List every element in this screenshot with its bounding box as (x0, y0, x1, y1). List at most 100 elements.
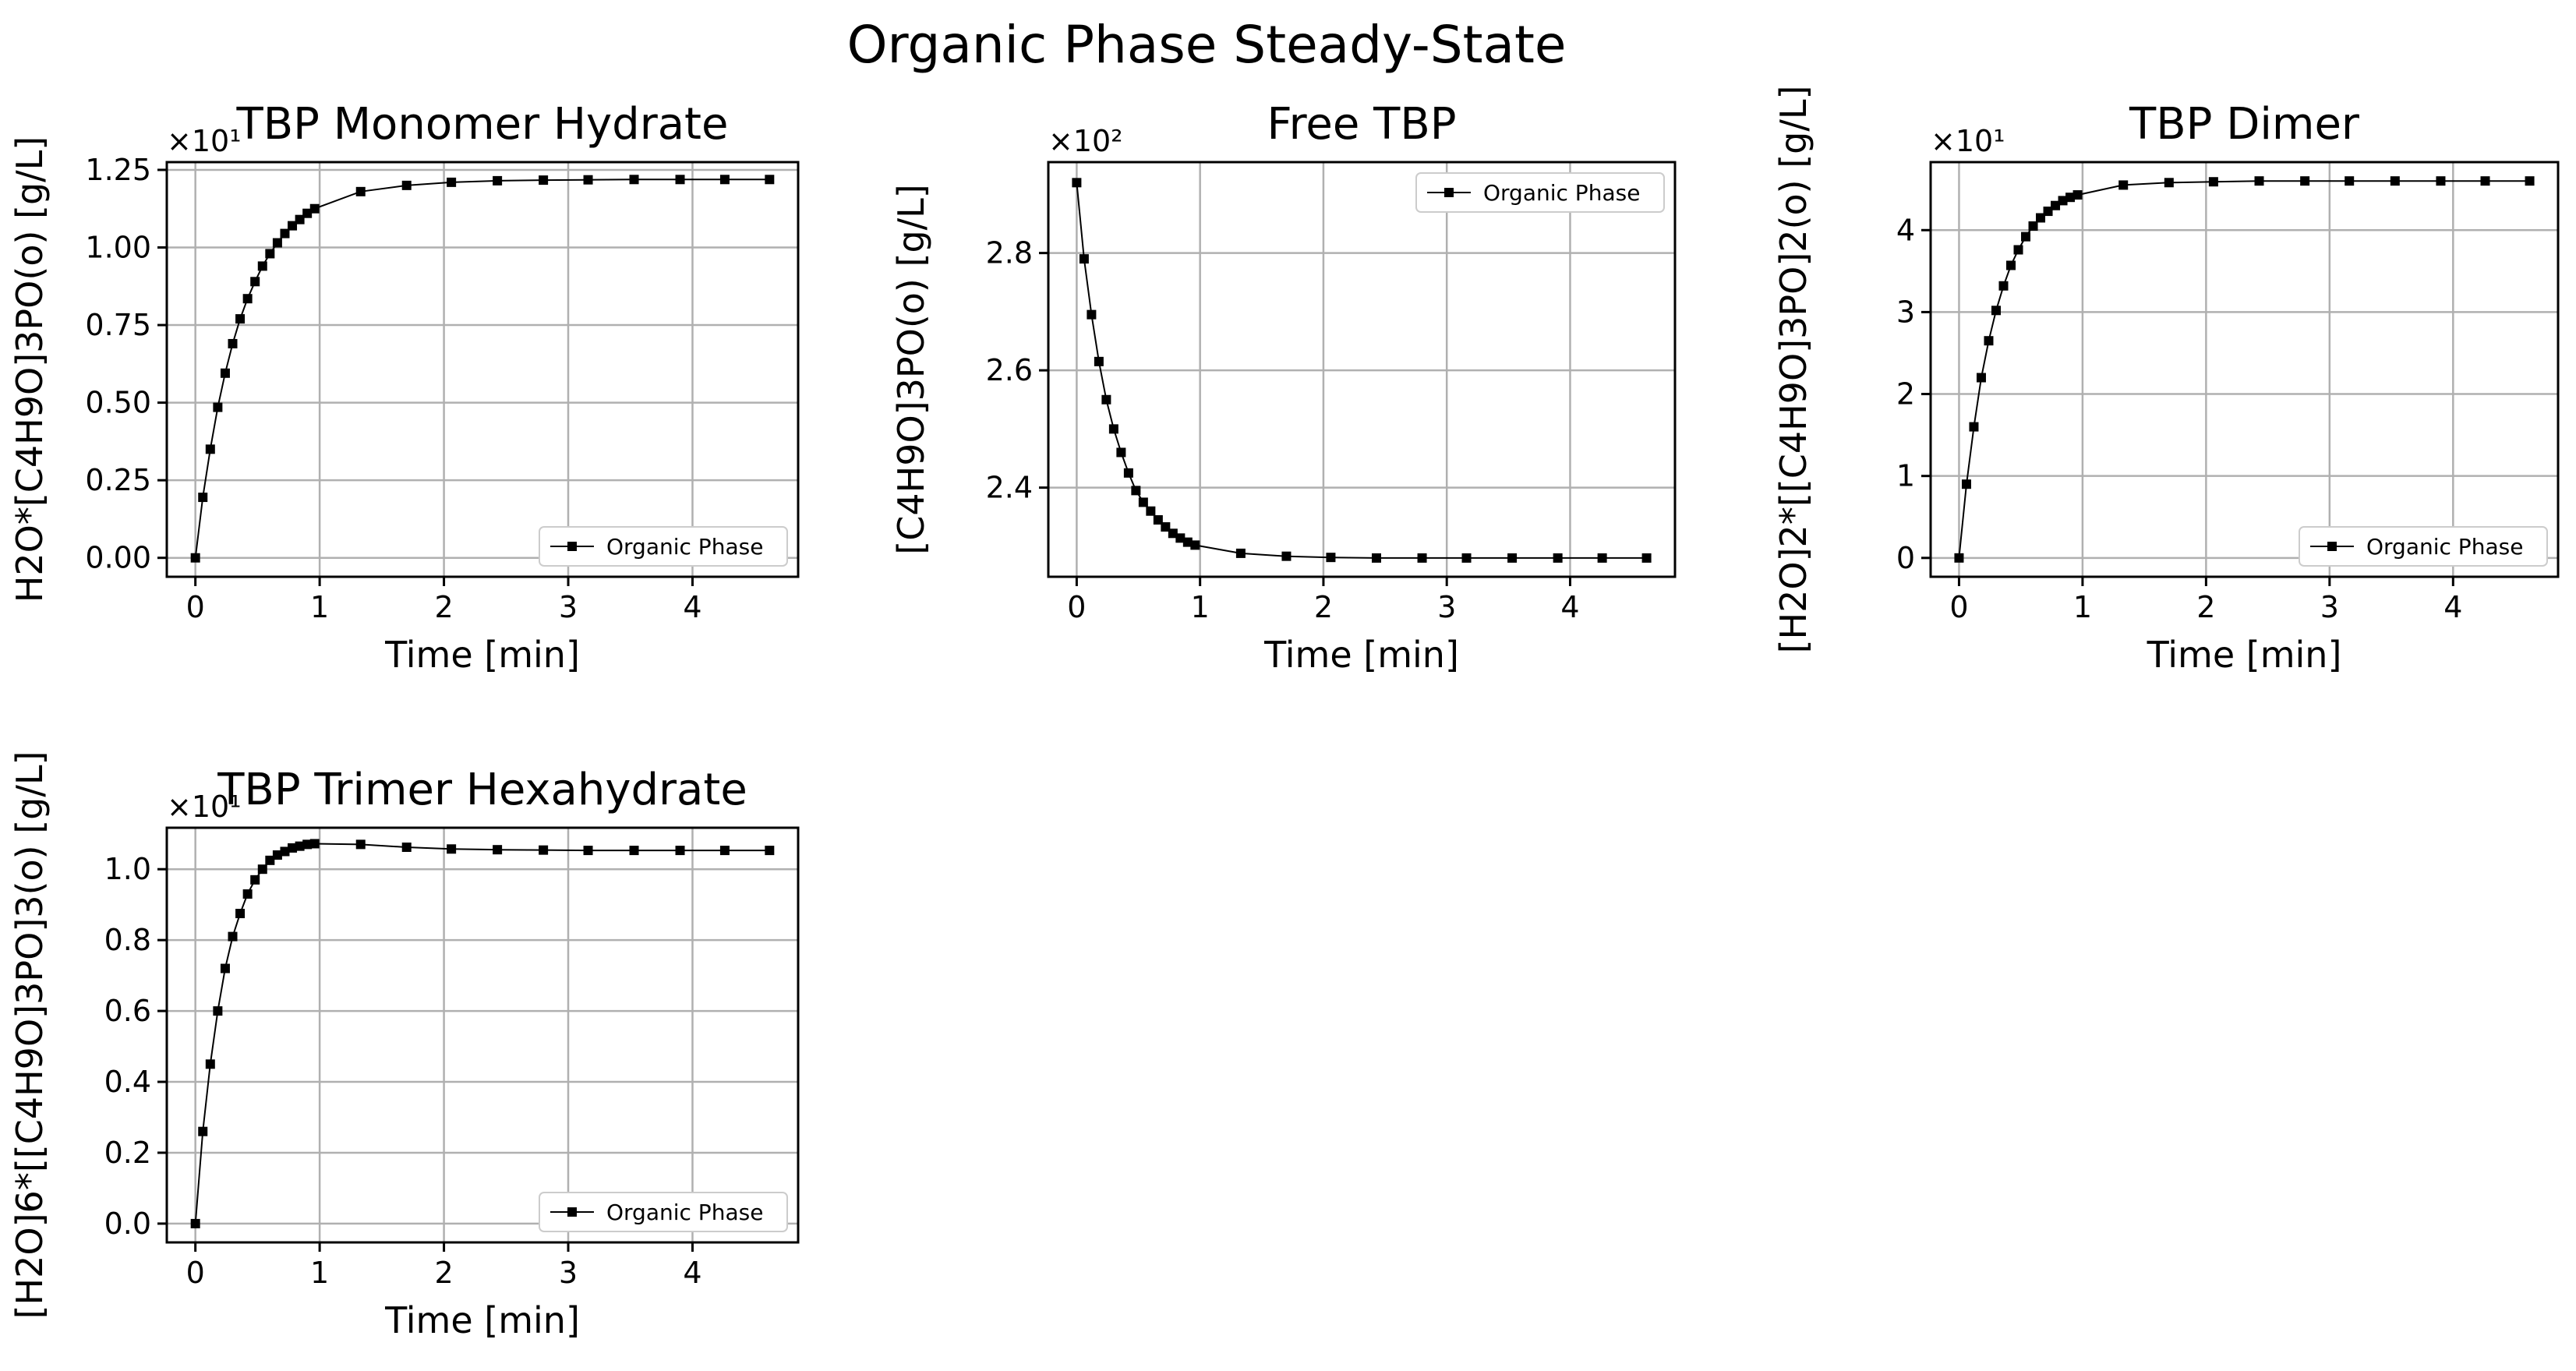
legend: Organic Phase (539, 526, 788, 567)
x-tick-label: 1 (1191, 590, 1210, 624)
y-axis-label: [C4H9O]3PO(o) [g/L] (890, 184, 932, 554)
y-tick-label: 0.50 (85, 386, 151, 420)
data-point (583, 175, 593, 185)
data-point (295, 214, 305, 224)
legend-label: Organic Phase (2366, 534, 2523, 560)
x-tick-label: 1 (310, 1256, 329, 1290)
y-tick-label: 0.00 (85, 541, 151, 575)
x-axis-label: Time [min] (384, 634, 580, 676)
legend: Organic Phase (539, 1192, 788, 1232)
subplot-title: TBP Monomer Hydrate (236, 99, 729, 150)
data-point (272, 850, 282, 860)
data-point (1984, 336, 1994, 346)
data-point (2390, 176, 2400, 186)
data-point (302, 839, 313, 850)
subplot-1: 0 1 2 3 4 0.00 0.25 0.50 0.75 1.00 1.25 Organic Pha… (9, 99, 800, 676)
x-tick-label: 2 (1314, 590, 1333, 624)
data-point (190, 1218, 200, 1228)
data-point (1175, 533, 1186, 543)
data-point (2058, 196, 2068, 206)
y-tick-label: 0.75 (85, 308, 151, 342)
data-point (1507, 553, 1518, 563)
data-point (629, 846, 639, 856)
legend-box (2299, 526, 2548, 567)
legend-marker (2327, 542, 2337, 551)
y-axis-label: [H2O]2*[[C4H9O]3PO]2(o) [g/L] (1772, 86, 1815, 654)
legend-marker (567, 1207, 577, 1217)
y-tick-label: 1.00 (85, 231, 151, 265)
subplot-title: TBP Trimer Hexahydrate (217, 765, 747, 815)
data-point (2072, 190, 2083, 200)
data-point (2300, 176, 2310, 186)
data-point (1146, 506, 1156, 516)
data-point (765, 846, 775, 856)
data-point (1553, 553, 1563, 563)
x-tick-label: 4 (2443, 590, 2462, 624)
data-point (1976, 373, 1986, 383)
data-point (2028, 221, 2038, 231)
data-point (257, 261, 267, 271)
data-point (1182, 537, 1193, 547)
y-tick-label: 3 (1896, 295, 1915, 329)
data-point (280, 228, 290, 239)
y-tick-label: 0.8 (104, 923, 151, 957)
y-tick-label: 1.25 (85, 153, 151, 187)
data-point (198, 493, 208, 503)
data-point (1079, 254, 1089, 264)
y-tick-label: 0.4 (104, 1065, 151, 1099)
data-point (250, 277, 260, 287)
data-point (447, 177, 457, 187)
x-tick-label: 0 (186, 1256, 205, 1290)
data-point (2254, 176, 2264, 186)
y-tick-label: 4 (1896, 213, 1915, 247)
subplot-2: 0 1 2 3 4 2.4 2.6 2.8 Organic Phase ×10² Free TBP T… (890, 99, 1677, 676)
subplot-4: 0 1 2 3 4 0.0 0.2 0.4 0.6 0.8 1.0 Organic Phase ×10¹… (9, 751, 800, 1341)
data-point (1138, 497, 1148, 507)
data-point (213, 402, 223, 412)
data-point (2525, 176, 2535, 186)
y-tick-label: 0.6 (104, 994, 151, 1028)
data-point (265, 855, 275, 865)
data-point (493, 175, 503, 186)
data-point (1123, 468, 1133, 478)
axis-offset-text: ×10¹ (167, 124, 241, 158)
x-tick-label: 3 (559, 1256, 578, 1290)
data-point (1101, 394, 1111, 405)
data-point (280, 846, 290, 857)
data-point (2013, 245, 2023, 255)
data-point (1641, 553, 1652, 563)
y-tick-label: 2 (1896, 377, 1915, 412)
legend-label: Organic Phase (1483, 180, 1640, 206)
x-tick-label: 0 (1067, 590, 1086, 624)
legend-label: Organic Phase (606, 1200, 763, 1225)
x-tick-label: 0 (1949, 590, 1968, 624)
data-point (765, 175, 775, 185)
data-point (257, 864, 267, 875)
subplot-3: 0 1 2 3 4 0 1 2 3 4 Organic Phase ×10¹ TBP Dimer Time… (1772, 86, 2560, 676)
data-point (1235, 548, 1246, 558)
legend-box (1415, 172, 1665, 213)
data-point (1998, 281, 2009, 291)
y-axis-label: [H2O]6*[[C4H9O]3PO]3(o) [g/L] (9, 751, 51, 1320)
data-point (1161, 522, 1171, 532)
data-point (235, 314, 246, 324)
data-point (242, 889, 253, 899)
data-point (250, 875, 260, 885)
y-tick-label: 0.25 (85, 463, 151, 497)
axis-offset-text: ×10² (1048, 124, 1122, 158)
legend: Organic Phase (1415, 172, 1665, 213)
x-tick-label: 0 (186, 590, 205, 624)
data-point (1087, 309, 1097, 320)
data-point (1072, 178, 1082, 188)
data-point (295, 841, 305, 851)
series-line (194, 843, 770, 1224)
data-point (629, 175, 639, 185)
data-point (401, 843, 412, 853)
legend-marker (1444, 188, 1454, 197)
x-tick-label: 3 (559, 590, 578, 624)
x-tick-label: 2 (434, 1256, 453, 1290)
data-point (288, 221, 298, 231)
x-axis-label: Time [min] (384, 1299, 580, 1341)
y-tick-label: 2.6 (986, 353, 1033, 387)
x-axis-label: Time [min] (1263, 634, 1459, 676)
